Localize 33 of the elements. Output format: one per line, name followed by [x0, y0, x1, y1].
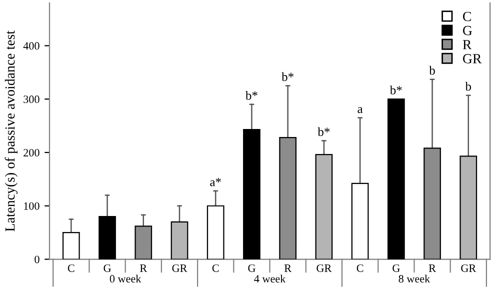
x-tick-label: C — [356, 264, 364, 272]
annotation: b — [429, 66, 435, 75]
annotation: b* — [282, 72, 294, 82]
x-tick-label: R — [284, 264, 292, 272]
text: 4 week — [254, 274, 286, 283]
annotation: a — [358, 107, 363, 114]
x-tick-label: G — [248, 264, 256, 272]
x-tick-label: R — [140, 264, 148, 272]
annotation: a* — [210, 178, 221, 186]
legend-label: R — [462, 40, 472, 50]
annotation: b* — [318, 127, 330, 136]
x-tick-label: C — [212, 264, 219, 272]
x-tick-label: GR — [316, 264, 332, 272]
x-tick-label: G — [104, 264, 111, 272]
y-tick-label: 200 — [24, 148, 40, 156]
x-tick-label: GR — [461, 264, 476, 272]
y-tick-label: 300 — [24, 96, 40, 104]
annotation: b* — [390, 86, 402, 94]
y-axis-title: Latency(s) of passive avoidance test — [4, 30, 18, 232]
y-tick-label: 400 — [23, 42, 40, 50]
text: 8 week — [398, 274, 430, 283]
x-tick-label: R — [428, 264, 436, 272]
legend-label: G — [462, 26, 472, 36]
x-tick-label: GR — [172, 264, 188, 272]
x-tick-label: C — [68, 264, 74, 272]
annotation: b — [465, 82, 472, 91]
annotation: b* — [245, 90, 258, 100]
legend-label: C — [462, 12, 471, 22]
legend-label: GR — [462, 54, 482, 64]
y-tick-label: 100 — [24, 202, 40, 210]
y-tick-label: 0 — [34, 256, 40, 264]
x-tick-label: G — [392, 264, 400, 272]
text: 0 week — [110, 274, 142, 283]
